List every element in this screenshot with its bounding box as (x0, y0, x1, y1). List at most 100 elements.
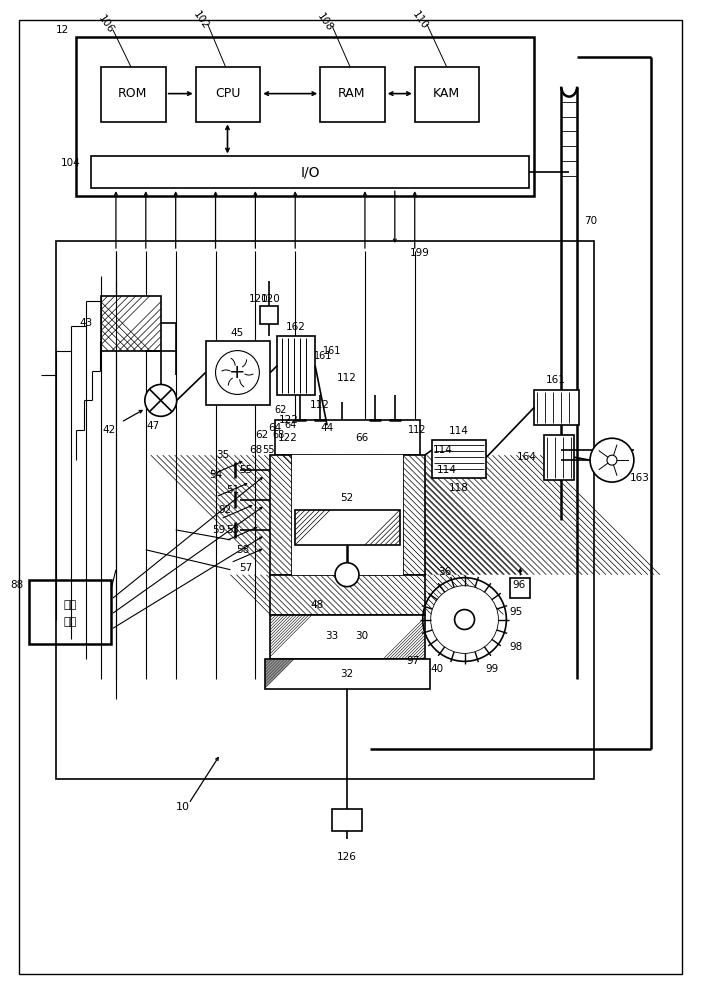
Circle shape (607, 455, 617, 465)
Bar (295, 510, 400, 545)
Text: 68: 68 (272, 430, 285, 440)
Text: 120: 120 (261, 294, 280, 304)
Bar (271, 575, 425, 615)
Text: 98: 98 (510, 642, 523, 652)
Text: 47: 47 (147, 421, 159, 431)
Text: 64: 64 (284, 420, 297, 430)
Text: 164: 164 (517, 452, 536, 462)
Text: 36: 36 (438, 567, 451, 577)
Text: 57: 57 (239, 563, 252, 573)
Bar (29, 580, 111, 644)
Text: 122: 122 (278, 433, 298, 443)
Circle shape (145, 384, 177, 416)
Text: 52: 52 (341, 493, 353, 503)
Bar (534, 390, 579, 425)
Text: 10: 10 (176, 802, 190, 812)
Text: 48: 48 (311, 600, 324, 610)
Bar (292, 455, 403, 575)
Circle shape (590, 438, 634, 482)
Text: 161: 161 (314, 351, 332, 361)
Bar (320, 67, 385, 122)
Text: 120: 120 (248, 294, 268, 304)
Text: CPU: CPU (215, 87, 240, 100)
Text: 88: 88 (11, 580, 24, 590)
Text: 32: 32 (341, 669, 353, 679)
Text: 55: 55 (262, 445, 275, 455)
Bar (101, 296, 161, 351)
Text: 68: 68 (249, 445, 262, 455)
Text: 114: 114 (449, 426, 468, 436)
Bar (332, 809, 362, 831)
Text: 97: 97 (406, 656, 419, 666)
Bar (278, 336, 315, 395)
Bar (91, 156, 529, 188)
Text: 35: 35 (216, 450, 229, 460)
Text: 126: 126 (337, 852, 357, 862)
Text: +: + (229, 363, 245, 382)
Bar (271, 615, 425, 659)
Text: I/O: I/O (301, 165, 320, 179)
Bar (56, 241, 594, 779)
Text: 54: 54 (209, 470, 222, 480)
Text: 44: 44 (320, 423, 334, 433)
Text: 199: 199 (410, 248, 430, 258)
Text: 112: 112 (337, 373, 357, 383)
Bar (205, 341, 271, 405)
Bar (415, 67, 479, 122)
Text: 162: 162 (286, 322, 306, 332)
Circle shape (454, 610, 475, 629)
Text: 51: 51 (226, 485, 239, 495)
Bar (403, 455, 425, 575)
Text: 99: 99 (486, 664, 499, 674)
Text: 118: 118 (449, 483, 468, 493)
Text: 114: 114 (433, 445, 453, 455)
Text: ROM: ROM (118, 87, 147, 100)
Bar (275, 420, 420, 455)
Text: 114: 114 (437, 465, 456, 475)
Text: 96: 96 (512, 580, 526, 590)
Text: 43: 43 (80, 318, 93, 328)
Text: 33: 33 (325, 631, 339, 641)
Text: 62: 62 (256, 430, 269, 440)
Text: 110: 110 (410, 9, 430, 31)
Text: 95: 95 (510, 607, 523, 617)
Text: 点火: 点火 (64, 600, 76, 610)
Text: 108: 108 (315, 11, 335, 33)
Text: 104: 104 (61, 158, 81, 168)
Text: 163: 163 (630, 473, 650, 483)
Text: 161: 161 (546, 375, 566, 385)
Bar (544, 435, 574, 480)
Text: 53: 53 (226, 525, 239, 535)
Bar (196, 67, 260, 122)
Text: KAM: KAM (433, 87, 460, 100)
Text: 58: 58 (236, 545, 249, 555)
Text: 30: 30 (355, 631, 369, 641)
Text: 112: 112 (407, 425, 426, 435)
Text: RAM: RAM (339, 87, 366, 100)
Text: 62: 62 (274, 405, 287, 415)
Bar (432, 440, 486, 478)
Text: 122: 122 (279, 415, 299, 425)
Text: 系统: 系统 (64, 618, 76, 628)
Text: 59: 59 (212, 525, 225, 535)
Bar (260, 306, 278, 324)
Bar (510, 578, 530, 598)
Text: 40: 40 (430, 664, 443, 674)
Text: 42: 42 (102, 425, 116, 435)
Bar (76, 37, 534, 196)
Text: 92: 92 (219, 505, 232, 515)
Bar (271, 455, 292, 575)
Text: 102: 102 (191, 9, 210, 31)
Text: 64: 64 (268, 423, 282, 433)
Bar (266, 659, 430, 689)
Text: 45: 45 (231, 328, 244, 338)
Text: 112: 112 (310, 400, 330, 410)
Circle shape (335, 563, 359, 587)
Bar (101, 67, 165, 122)
Text: 12: 12 (56, 25, 69, 35)
Circle shape (430, 586, 498, 653)
Circle shape (215, 351, 259, 394)
Text: 106: 106 (96, 13, 116, 35)
Text: 66: 66 (355, 433, 369, 443)
Text: 161: 161 (323, 346, 341, 356)
